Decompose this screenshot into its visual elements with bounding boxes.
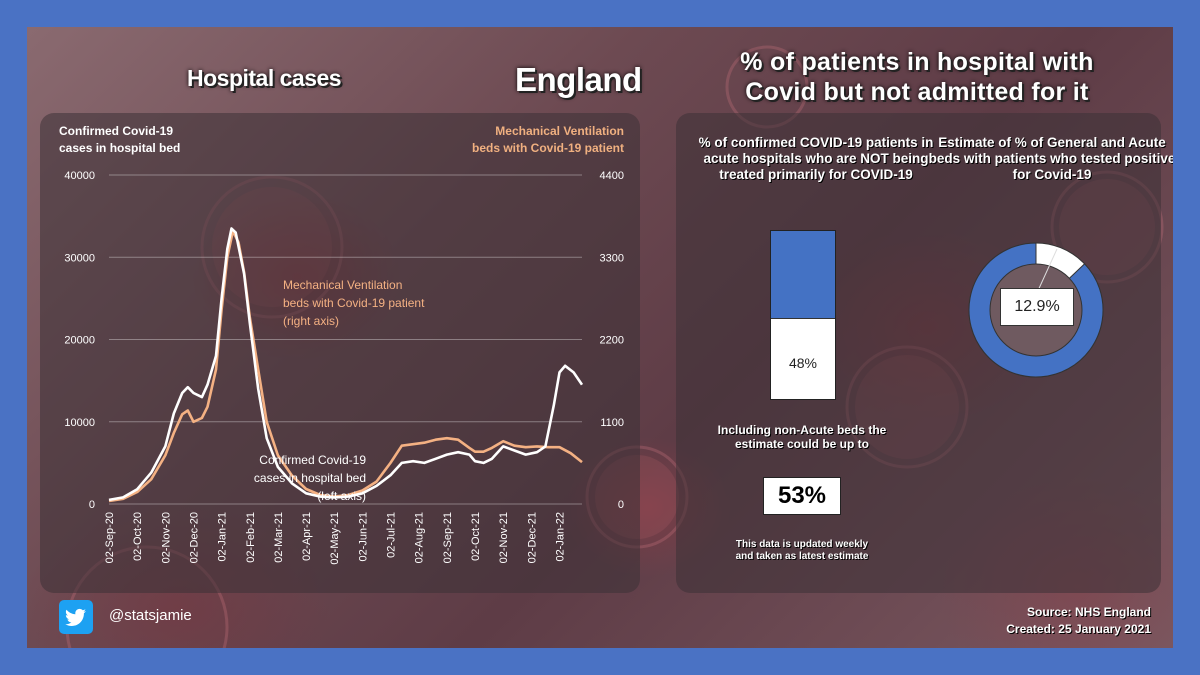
right-axis-tick: 4400 [600, 170, 624, 182]
left-axis-tick: 40000 [64, 170, 95, 182]
x-axis-tick: 02-Jul-21 [386, 512, 398, 558]
x-axis-tick: 02-Jun-21 [357, 512, 369, 562]
ventilation-annotation: (right axis) [283, 314, 339, 328]
left-axis-label: Confirmed Covid-19 cases in hospital bed [59, 123, 180, 157]
ventilation-annotation: Mechanical Ventilation [283, 278, 402, 292]
left-axis-tick: 20000 [64, 335, 95, 347]
cases-annotation: Confirmed Covid-19 [259, 453, 366, 467]
x-axis-tick: 02-Sep-21 [442, 512, 454, 563]
cases-line [108, 227, 584, 502]
pct-title: % of patients in hospital with Covid but… [687, 47, 1147, 107]
footer: Source: NHS England Created: 25 January … [927, 604, 1151, 638]
cases-annotation: cases in hospital bed [254, 471, 366, 485]
x-axis-tick: 02-Jan-22 [554, 512, 566, 562]
created-text: Created: 25 January 2021 [1006, 622, 1151, 636]
update-note: This data is updated weekly and taken as… [735, 539, 869, 562]
x-axis-tick: 02-Dec-20 [188, 512, 200, 563]
x-axis-tick: 02-Dec-21 [526, 512, 538, 563]
infographic-frame: Hospital cases England % of patients in … [27, 27, 1173, 648]
right-axis-tick: 2200 [600, 335, 624, 347]
twitter-handle[interactable]: @statsjamie [109, 607, 192, 624]
right-axis-label-line1: Mechanical Ventilation [495, 124, 624, 138]
twitter-bird-icon [65, 608, 86, 626]
bar-fill [771, 231, 835, 320]
bar-title: % of confirmed COVID-19 patients in acut… [698, 135, 934, 182]
left-axis-label-line2: cases in hospital bed [59, 141, 181, 155]
twitter-icon[interactable] [59, 600, 93, 634]
x-axis-tick: 02-Apr-21 [301, 512, 313, 561]
pct-title-line1: % of patients in hospital with [740, 48, 1094, 76]
right-axis-label-line2: beds with Covid-19 patient [471, 141, 624, 155]
england-title: England [515, 61, 642, 98]
right-axis-tick: 1100 [600, 417, 624, 429]
donut-title: Estimate of % of General and Acute beds … [928, 135, 1173, 182]
x-axis-tick: 02-Nov-21 [498, 512, 510, 563]
chart-panel [40, 113, 640, 593]
cases-annotation: (left axis) [317, 489, 366, 503]
pct-title-line2: Covid but not admitted for it [745, 78, 1089, 106]
source-text: Source: NHS England [1026, 605, 1151, 619]
right-axis-tick: 0 [618, 499, 624, 511]
left-axis-tick: 0 [89, 499, 95, 511]
x-axis-tick: 02-Jan-21 [217, 512, 229, 562]
bar-value-label: 48% [788, 355, 818, 371]
right-axis-label: Mechanical Ventilation beds with Covid-1… [467, 123, 624, 157]
x-axis-tick: 02-Oct-21 [470, 512, 482, 561]
estimate-value: 53% [763, 477, 841, 515]
x-axis-tick: 02-May-21 [329, 512, 341, 565]
left-axis-tick: 10000 [64, 417, 95, 429]
x-axis-tick: 02-Aug-21 [414, 512, 426, 563]
donut-value-label: 12.9% [1000, 288, 1074, 326]
including-non-acute-text: Including non-Acute beds the estimate co… [717, 423, 887, 451]
hospital-cases-title: Hospital cases [187, 65, 342, 91]
left-axis-tick: 30000 [64, 252, 95, 264]
right-axis-tick: 3300 [600, 252, 624, 264]
x-axis-tick: 02-Sep-20 [104, 512, 116, 563]
x-axis-tick: 02-Mar-21 [273, 512, 285, 563]
left-axis-label-line1: Confirmed Covid-19 [59, 124, 174, 138]
ventilation-line [108, 229, 583, 503]
x-axis-tick: 02-Nov-20 [160, 512, 172, 563]
x-axis-tick: 02-Feb-21 [245, 512, 257, 563]
ventilation-annotation: beds with Covid-19 patient [283, 296, 425, 310]
x-axis-tick: 02-Oct-20 [132, 512, 144, 561]
bar-chart: 48% [770, 230, 836, 400]
